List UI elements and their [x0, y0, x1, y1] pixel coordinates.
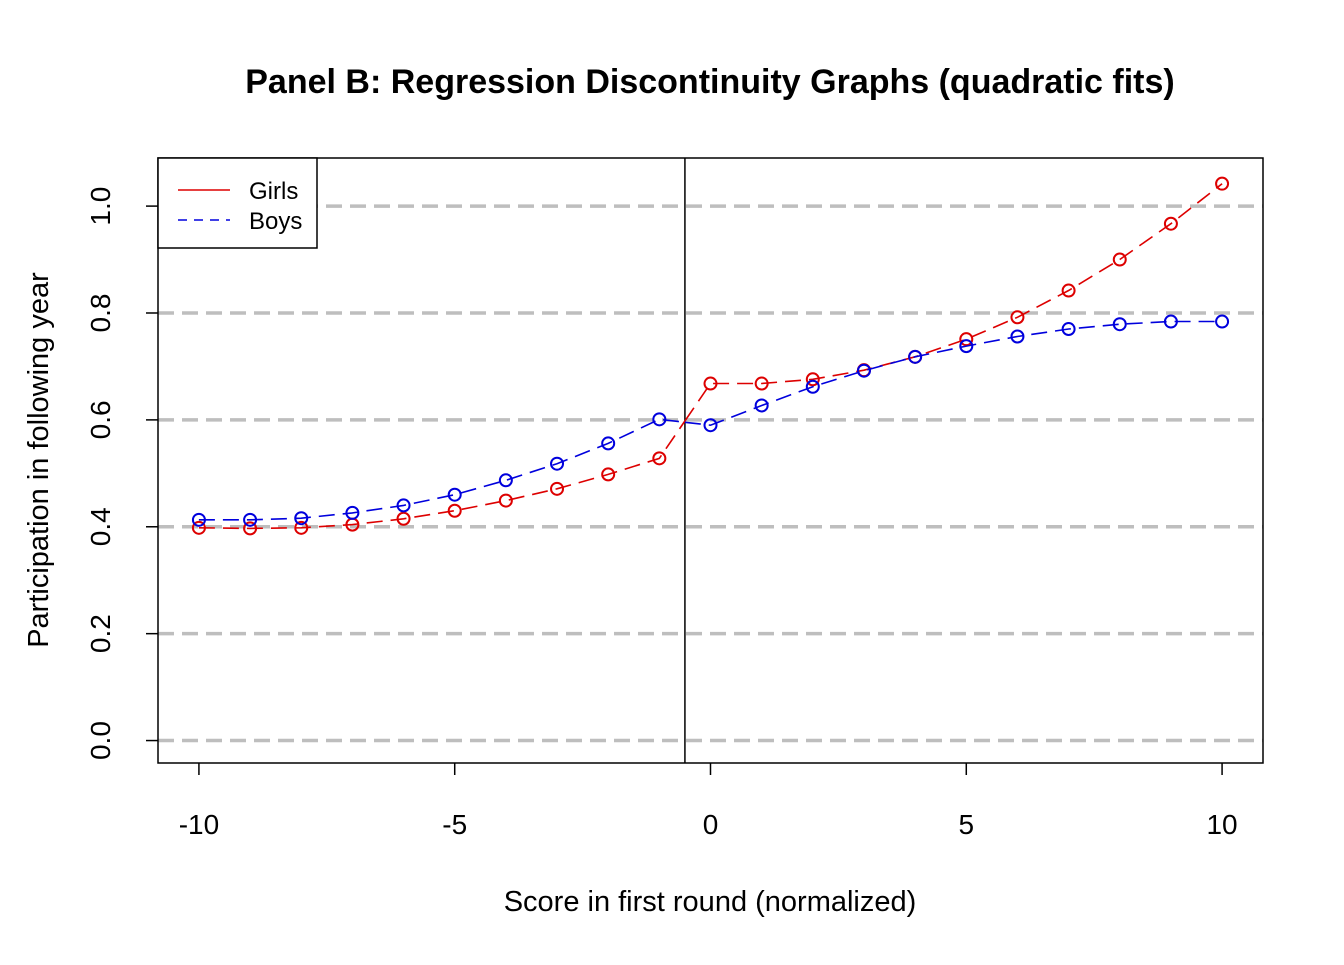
- data-point: [447, 503, 462, 518]
- data-point: [805, 372, 820, 387]
- x-tick-label: -10: [179, 809, 219, 840]
- x-axis-label: Score in first round (normalized): [504, 886, 917, 918]
- series-girls: [191, 176, 1230, 536]
- data-point: [191, 520, 206, 535]
- y-axis: 0.0 0.2 0.4 0.6 0.8 1.0: [85, 187, 158, 760]
- data-point: [601, 467, 616, 482]
- series-boys: [191, 314, 1230, 527]
- data-point: [345, 505, 360, 520]
- data-point: [396, 511, 411, 526]
- y-tick-label: 0.2: [85, 614, 116, 653]
- data-point: [294, 520, 309, 535]
- data-point: [805, 379, 820, 394]
- data-point: [498, 493, 513, 508]
- data-point: [1112, 252, 1127, 267]
- data-point: [243, 512, 258, 527]
- data-point: [754, 398, 769, 413]
- data-point: [1061, 322, 1076, 337]
- series-line-right: [684, 320, 1223, 427]
- data-point: [1112, 317, 1127, 332]
- y-tick-label: 0.4: [85, 507, 116, 546]
- y-axis-label: Participation in following year: [23, 272, 55, 648]
- y-tick-label: 0.8: [85, 294, 116, 333]
- x-tick-label: 10: [1206, 809, 1237, 840]
- data-point: [908, 349, 923, 364]
- x-tick-label: 0: [703, 809, 719, 840]
- data-point: [1215, 176, 1230, 191]
- data-point: [550, 456, 565, 471]
- series-line-left: [198, 420, 686, 530]
- x-tick-label: -5: [442, 809, 467, 840]
- y-tick-label: 0.0: [85, 721, 116, 760]
- x-tick-label: 5: [958, 809, 974, 840]
- data-point: [601, 436, 616, 451]
- data-point: [959, 332, 974, 347]
- series-group: [191, 176, 1230, 536]
- data-point: [550, 481, 565, 496]
- chart-title: Panel B: Regression Discontinuity Graphs…: [245, 63, 1175, 101]
- data-point: [703, 418, 718, 433]
- data-point: [754, 376, 769, 391]
- legend-girls-label: Girls: [249, 178, 298, 205]
- data-point: [1010, 310, 1025, 325]
- series-line-right: [684, 183, 1223, 422]
- data-point: [856, 363, 871, 378]
- data-point: [447, 487, 462, 502]
- data-point: [191, 512, 206, 527]
- data-point: [652, 451, 667, 466]
- x-axis: -10 -5 0 5 10: [179, 763, 1238, 840]
- y-tick-label: 1.0: [85, 187, 116, 226]
- data-point: [703, 376, 718, 391]
- data-point: [294, 511, 309, 526]
- data-point: [652, 412, 667, 427]
- series-line-left: [198, 418, 685, 521]
- legend-box: [157, 157, 318, 249]
- data-point: [1010, 329, 1025, 344]
- data-point: [243, 521, 258, 536]
- legend: Girls Boys: [157, 157, 318, 249]
- data-point: [1215, 314, 1230, 329]
- data-point: [1061, 283, 1076, 298]
- data-point: [396, 498, 411, 513]
- y-tick-label: 0.6: [85, 400, 116, 439]
- data-point: [959, 339, 974, 354]
- legend-boys-label: Boys: [249, 208, 302, 235]
- data-point: [1163, 216, 1178, 231]
- data-point: [1163, 314, 1178, 329]
- data-point: [498, 473, 513, 488]
